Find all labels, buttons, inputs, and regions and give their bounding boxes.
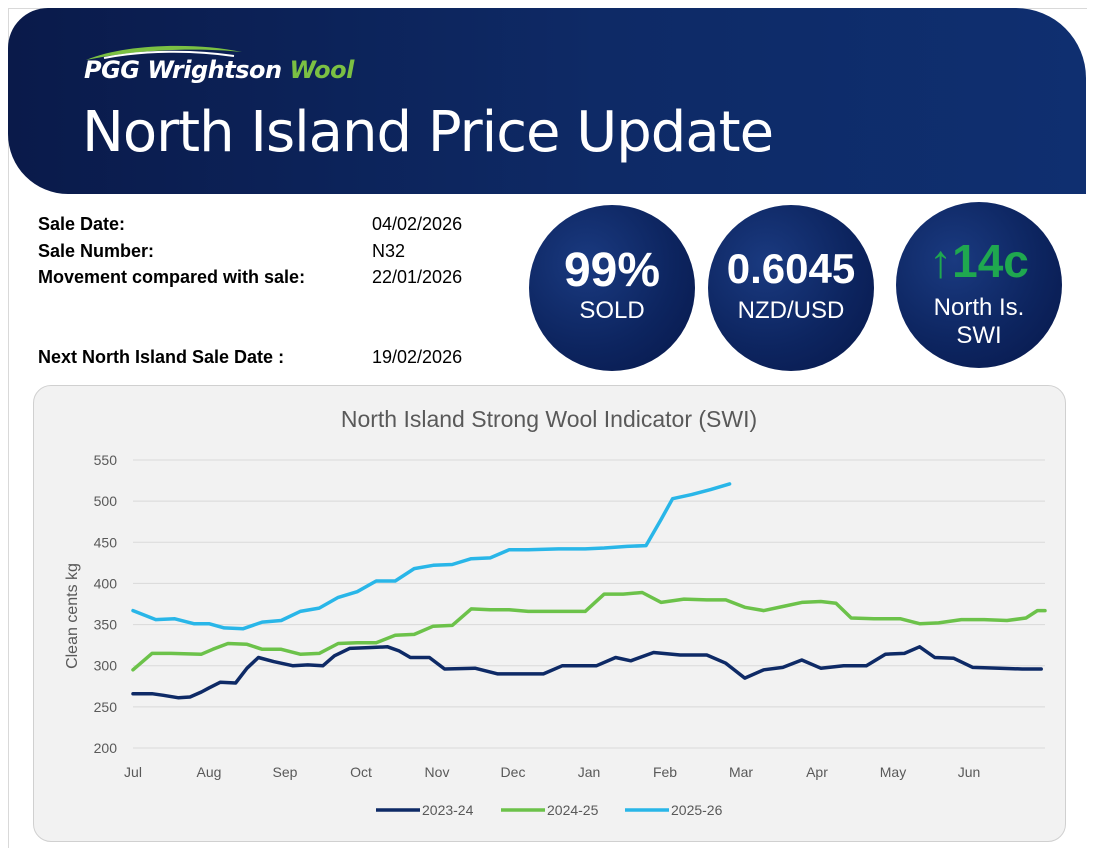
- legend-label: 2023-24: [422, 802, 474, 818]
- chart-title: North Island Strong Wool Indicator (SWI): [341, 406, 757, 432]
- chart-legend: 2023-24 2024-25 2025-26: [376, 802, 723, 818]
- legend-label: 2025-26: [671, 802, 723, 818]
- x-tick-label: Jan: [578, 764, 601, 780]
- y-tick-label: 200: [94, 740, 118, 756]
- fx-label: NZD/USD: [737, 297, 845, 324]
- y-tick-label: 350: [94, 617, 118, 633]
- swi-value: 14c: [952, 235, 1029, 287]
- movement-date-value: 22/01/2026: [372, 267, 463, 287]
- logo-text: PGG Wrightson Wool: [84, 56, 354, 84]
- y-tick-label: 400: [94, 575, 118, 591]
- y-axis-label: Clean cents kg: [64, 563, 81, 669]
- sale-number-label: Sale Number:: [38, 241, 155, 261]
- chart-series-lines: [131, 482, 1047, 700]
- chart-panel: North Island Strong Wool Indicator (SWI)…: [33, 385, 1066, 842]
- sale-date-label: Sale Date:: [38, 214, 126, 234]
- y-tick-label: 300: [94, 658, 118, 674]
- swi-label-line-1: North Is.: [933, 294, 1025, 321]
- logo-swoosh-icon: [86, 45, 242, 60]
- y-axis-ticks: 200 250 300 350 400 450 500 550: [94, 452, 118, 756]
- exchange-rate-badge: 0.6045 NZD/USD: [708, 205, 874, 371]
- x-tick-label: May: [880, 764, 906, 780]
- y-tick-label: 450: [94, 534, 118, 550]
- logo-brand-main: PGG Wrightson: [84, 56, 282, 84]
- swi-label-line-2: SWI: [956, 322, 1002, 349]
- x-tick-label: Jun: [958, 764, 981, 780]
- sold-value: 99%: [563, 244, 661, 297]
- up-arrow-icon: ↑: [929, 235, 953, 287]
- x-axis-ticks: Jul Aug Sep Oct Nov Dec Jan Feb Mar Apr May Jun: [124, 764, 980, 780]
- x-tick-label: Apr: [806, 764, 828, 780]
- y-tick-label: 250: [94, 699, 118, 715]
- sold-label: SOLD: [579, 297, 645, 324]
- next-sale-label: Next North Island Sale Date :: [38, 347, 285, 367]
- x-tick-label: Oct: [350, 764, 372, 780]
- header-banner: PGG Wrightson Wool North Island Price Up…: [8, 8, 1086, 194]
- series-line-2023-24: [131, 645, 1043, 700]
- sale-date-value: 04/02/2026: [372, 214, 463, 234]
- next-sale-date-value: 19/02/2026: [372, 347, 463, 367]
- y-tick-label: 500: [94, 493, 118, 509]
- x-tick-label: Nov: [425, 764, 450, 780]
- series-line-2024-25: [131, 590, 1047, 672]
- movement-label: Movement compared with sale:: [38, 267, 306, 287]
- page-title: North Island Price Update: [82, 100, 774, 165]
- chart-grid: [133, 459, 1045, 749]
- brand-logo: PGG Wrightson Wool: [84, 45, 354, 84]
- x-tick-label: Dec: [501, 764, 526, 780]
- x-tick-label: Mar: [729, 764, 753, 780]
- sold-percentage-badge: 99% SOLD: [529, 205, 695, 371]
- swi-line-chart: North Island Strong Wool Indicator (SWI)…: [64, 406, 1047, 818]
- sale-number-value: N32: [372, 241, 406, 261]
- x-tick-label: Sep: [273, 764, 298, 780]
- y-tick-label: 550: [94, 452, 118, 468]
- fx-value: 0.6045: [726, 245, 856, 292]
- logo-brand-accent: Wool: [289, 56, 354, 84]
- swi-movement: ↑14c: [896, 234, 1062, 288]
- x-tick-label: Feb: [653, 764, 677, 780]
- x-tick-label: Aug: [197, 764, 222, 780]
- swi-movement-badge: ↑14c North Is. SWI: [896, 202, 1062, 368]
- legend-label: 2024-25: [547, 802, 599, 818]
- x-tick-label: Jul: [124, 764, 142, 780]
- series-line-2025-26: [131, 482, 732, 631]
